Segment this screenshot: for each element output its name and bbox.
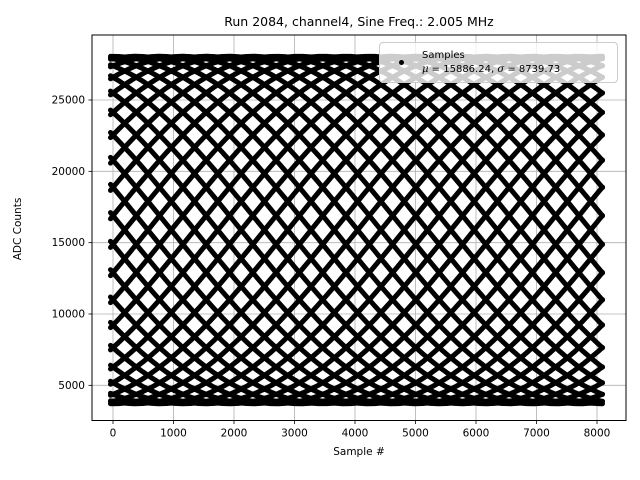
sample-strand [108,130,605,407]
legend-marker-column [380,60,422,65]
y-tick-label: 20000 [52,166,85,178]
x-tick-label: 3000 [281,428,308,440]
samples-series [108,53,605,407]
legend-text: Samples μ = 15886.24, σ = 8739.73 [422,49,560,76]
x-tick-label: 0 [110,428,117,440]
mu-value: = 15886.24, [428,63,498,75]
y-tick-label: 25000 [52,94,85,106]
y-tick-label: 10000 [52,308,85,320]
x-tick-label: 2000 [221,428,248,440]
x-tick-label: 7000 [523,428,550,440]
sample-strand [108,88,605,407]
x-tick-label: 6000 [463,428,490,440]
sigma-symbol: σ [497,63,505,75]
y-tick-label: 5000 [58,380,85,392]
x-axis-label: Sample # [333,446,385,458]
legend: Samples μ = 15886.24, σ = 8739.73 [379,42,618,83]
samples-marker-icon [398,60,404,65]
sample-strand [108,107,605,407]
mu-symbol: μ [422,63,429,75]
axes-spines [91,34,627,421]
x-tick-label: 5000 [402,428,429,440]
sample-strand [108,154,605,407]
sigma-value: = 8739.73 [504,63,561,75]
sample-strand [108,181,605,407]
legend-entry-stats: μ = 15886.24, σ = 8739.73 [422,63,560,77]
x-tick-label: 1000 [160,428,187,440]
x-tick-label: 8000 [584,428,611,440]
legend-entry-label: Samples [422,50,465,61]
x-tick-label: 4000 [342,428,369,440]
y-tick-label: 15000 [52,237,85,249]
sample-strand [108,55,605,407]
sample-strand [108,73,605,407]
plot-title: Run 2084, channel4, Sine Freq.: 2.005 MH… [224,14,494,29]
y-axis-label: ADC Counts [12,197,24,261]
